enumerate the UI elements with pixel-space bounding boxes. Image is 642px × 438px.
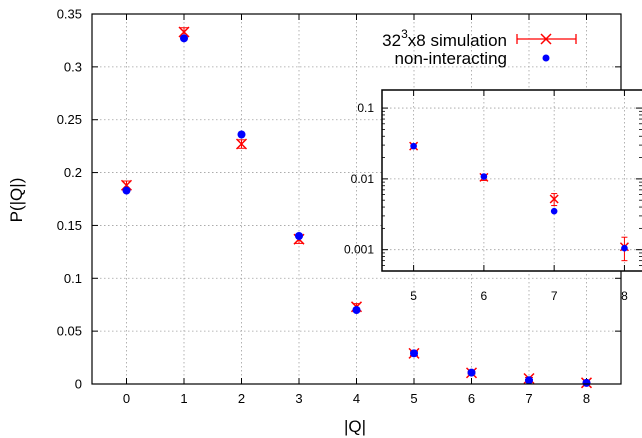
y-tick-label: 0.05 bbox=[57, 324, 82, 339]
inset-gridlines bbox=[382, 90, 642, 271]
inset-y-tick-label: 0.01 bbox=[351, 172, 375, 186]
main-data-points bbox=[120, 26, 593, 389]
x-tick-label: 2 bbox=[238, 391, 245, 406]
inset-noninteracting-point bbox=[410, 142, 417, 150]
inset-x-tick-label: 5 bbox=[410, 289, 417, 303]
x-tick-label: 4 bbox=[353, 391, 360, 406]
x-tick-label: 7 bbox=[525, 391, 532, 406]
legend-entry-simulation: 323x8 simulation bbox=[382, 27, 507, 50]
y-tick-label: 0.15 bbox=[57, 218, 82, 233]
simulation-point bbox=[235, 138, 248, 150]
x-tick-label: 1 bbox=[180, 391, 187, 406]
noninteracting-point bbox=[525, 376, 533, 385]
inset-y-tick-label: 0.001 bbox=[344, 243, 374, 257]
x-tick-label: 0 bbox=[123, 391, 130, 406]
x-tick-label: 6 bbox=[468, 391, 475, 406]
legend-marker-noninteracting bbox=[542, 54, 550, 62]
y-tick-label: 0.2 bbox=[64, 165, 82, 180]
noninteracting-point bbox=[352, 306, 361, 314]
x-tick-label: 5 bbox=[410, 391, 417, 406]
inset-noninteracting-point bbox=[550, 207, 558, 215]
inset-data-points bbox=[409, 141, 629, 262]
inset-noninteracting-point bbox=[621, 244, 628, 252]
simulation-point-stroke-b bbox=[235, 138, 248, 150]
y-tick-label: 0.35 bbox=[57, 7, 82, 22]
y-axis-label: P(|Q|) bbox=[7, 178, 26, 223]
inset-x-tick-label: 7 bbox=[551, 289, 558, 303]
inset-plot-frame bbox=[381, 89, 642, 272]
simulation-point-stroke-b bbox=[178, 26, 190, 38]
inset-simulation-point bbox=[549, 194, 559, 204]
y-tick-label: 0.3 bbox=[64, 59, 82, 74]
noninteracting-point bbox=[237, 130, 246, 139]
y-tick-label: 0.1 bbox=[64, 271, 82, 286]
inset-x-tick-label: 8 bbox=[621, 289, 628, 303]
simulation-point bbox=[178, 26, 190, 38]
inset-noninteracting-point bbox=[480, 173, 488, 180]
noninteracting-point bbox=[295, 232, 303, 240]
legend: 323x8 simulation non-interacting bbox=[382, 27, 577, 68]
x-tick-label: 3 bbox=[295, 391, 302, 406]
x-tick-label: 8 bbox=[583, 391, 590, 406]
main-ticks: 0 1 2 3 4 5 6 7 800.050.10.150.20.250.30.35 bbox=[57, 7, 621, 406]
noninteracting-point bbox=[582, 378, 591, 387]
noninteracting-point bbox=[410, 349, 418, 358]
inset-simulation-point-stroke-b bbox=[549, 194, 559, 204]
noninteracting-point bbox=[122, 186, 131, 195]
y-tick-label: 0 bbox=[75, 377, 82, 392]
inset-y-tick-label: 0.1 bbox=[357, 101, 374, 115]
inset-background bbox=[382, 90, 642, 271]
x-axis-label: |Q| bbox=[344, 417, 366, 436]
legend-entry-noninteracting: non-interacting bbox=[395, 49, 507, 68]
noninteracting-point bbox=[467, 368, 476, 377]
noninteracting-point bbox=[180, 34, 188, 43]
y-tick-label: 0.25 bbox=[57, 112, 82, 127]
inset-x-tick-label: 6 bbox=[481, 289, 488, 303]
legend-marker-simulation bbox=[516, 33, 577, 45]
